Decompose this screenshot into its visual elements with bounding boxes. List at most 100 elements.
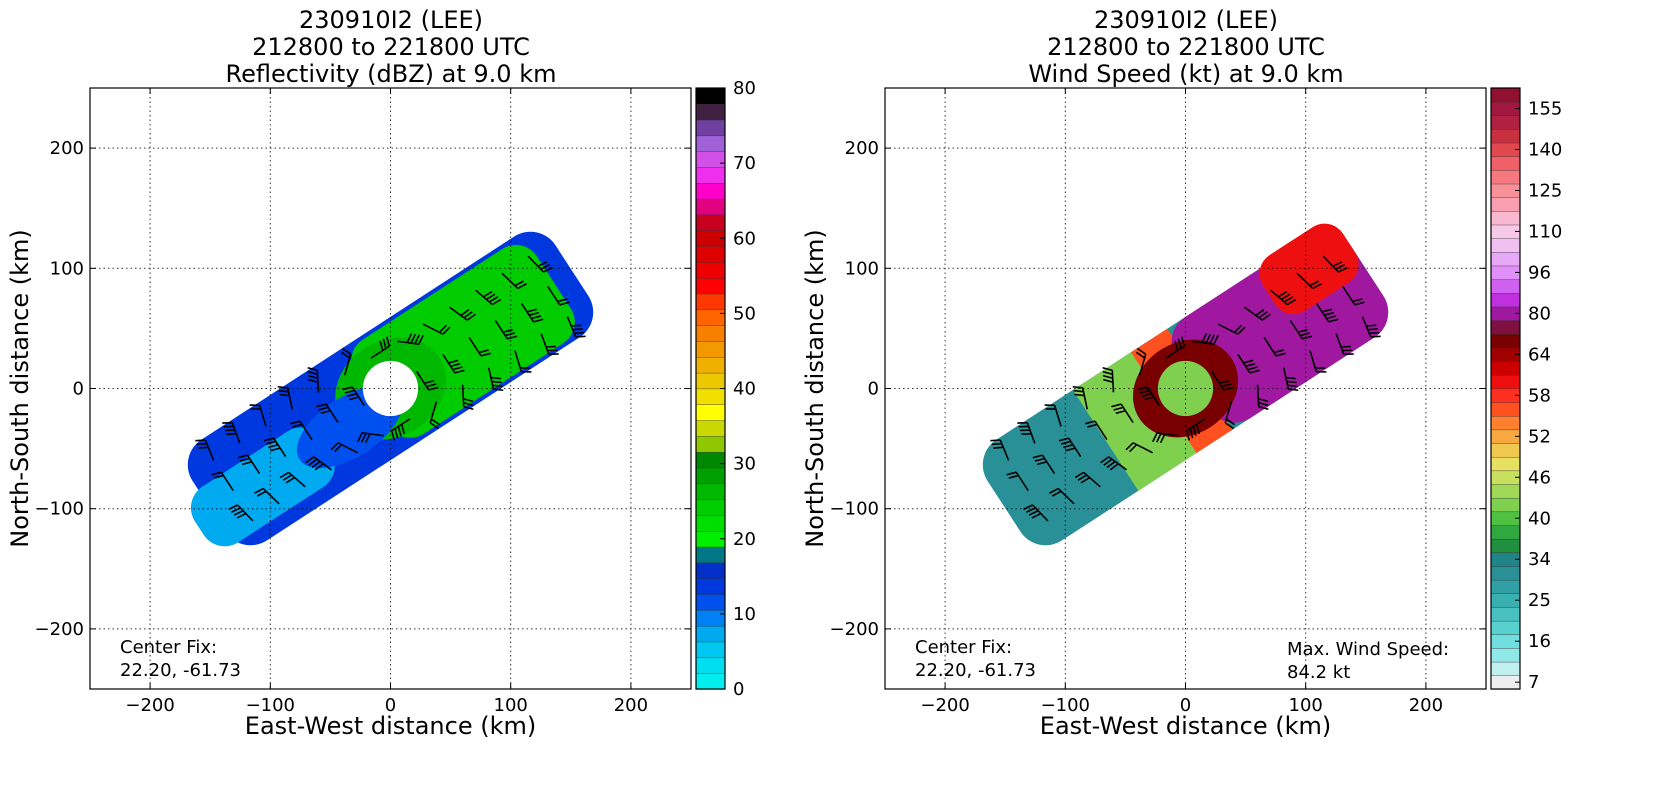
wind-barb-feather	[1074, 471, 1085, 479]
wind-barb-feather	[1051, 490, 1062, 497]
colorbar: 0 10 20 30 40 50 60 70 80	[695, 78, 756, 700]
colorbar-bin	[1490, 538, 1521, 554]
wind-barb-feather	[1324, 311, 1335, 316]
chart-title-line: 212800 to 221800 UTC	[252, 33, 530, 61]
wind-barb-feather	[1074, 393, 1085, 397]
colorbar-bin	[695, 166, 726, 184]
colorbar-tick-label: 46	[1528, 467, 1551, 488]
wind-barb-feather	[1287, 384, 1298, 388]
chart-title-line: Reflectivity (dBZ) at 9.0 km	[226, 60, 557, 88]
wind-barb-feather	[526, 308, 537, 313]
wind-barb-feather	[1065, 447, 1076, 452]
wind-barb-feather	[574, 331, 585, 335]
wind-barb-feather	[1152, 432, 1158, 443]
wind-barb-feather	[410, 333, 417, 344]
wind-barb-feather	[1106, 460, 1116, 469]
colorbar-bin	[695, 609, 726, 627]
wind-barb-feather	[1283, 296, 1294, 303]
wind-band-ne	[1259, 223, 1359, 315]
wind-barb-feather	[1326, 315, 1337, 320]
wind-barb-feather	[537, 261, 548, 267]
colorbar-bin	[695, 103, 726, 121]
wind-barb-feather	[263, 437, 274, 442]
y-tick-label: 200	[50, 138, 84, 159]
wind-barb-feather	[382, 338, 387, 349]
wind-barb-feather	[236, 512, 247, 519]
wind-barb-feather	[463, 405, 474, 411]
y-axis-label: North-South distance (km)	[6, 229, 34, 548]
ticks	[885, 88, 1486, 689]
wind-barb-feather	[1049, 487, 1059, 494]
wind-barb-feather	[211, 471, 222, 476]
colorbar-bin	[695, 372, 726, 390]
colorbar-tick-label: 16	[1528, 631, 1551, 652]
x-tick-label: 0	[1180, 695, 1191, 716]
wind-barb-feather	[1255, 308, 1265, 317]
wind-barb-feather	[406, 333, 413, 343]
colorbar-bin	[1490, 251, 1521, 267]
x-tick-label: 200	[1409, 695, 1443, 716]
wind-barb-feather	[1225, 418, 1236, 426]
wind-barb-feather	[307, 366, 318, 372]
colorbar-bin	[695, 499, 726, 516]
colorbar-bin	[695, 546, 726, 564]
wind-barb-feather	[1258, 397, 1269, 403]
colorbar-bin	[1490, 210, 1521, 226]
wind-barb-feather	[1247, 366, 1258, 371]
wind-barb-feather	[478, 349, 489, 354]
wind-barb-feather	[491, 298, 502, 306]
wind-barb-feather	[1139, 389, 1150, 394]
wind-barb-feather	[1221, 383, 1232, 388]
wind-barb-feather	[390, 430, 396, 441]
wind-barb-feather	[463, 401, 474, 407]
wind-barb-feather	[1177, 338, 1182, 349]
wind-barb-feather	[1275, 352, 1286, 357]
wind-barb-feather	[502, 328, 513, 333]
x-tick-label: 0	[385, 695, 396, 716]
wind-barb-feather	[492, 384, 503, 388]
wind-barb-feather	[1174, 340, 1179, 351]
wind-barb-feather	[1113, 406, 1124, 411]
wind-barb-feather	[1209, 334, 1216, 345]
wind-barb-feather	[268, 444, 279, 449]
colorbar-tick-label: 20	[733, 529, 756, 550]
colorbar-tick-label: 58	[1528, 385, 1551, 406]
wind-barb-feather	[991, 442, 1002, 446]
wind-barb-feather	[379, 340, 384, 351]
wind-barb-feather	[1028, 510, 1039, 516]
wind-barb-feather	[1237, 326, 1246, 335]
wind-barb-feather	[1080, 476, 1091, 484]
x-tick-label: −200	[920, 695, 969, 716]
wind-barb-feather	[426, 383, 437, 388]
colorbar-tick-label: 96	[1528, 262, 1551, 283]
wind-barb-feather	[1087, 423, 1098, 428]
colorbar-bin	[1490, 169, 1521, 185]
wind-barb-feather	[1367, 328, 1378, 331]
wind-barb-feather	[572, 328, 583, 331]
wind-barb-feather	[334, 444, 343, 453]
wind-barb-feather	[424, 379, 435, 385]
wind-barb-feather	[1309, 280, 1320, 287]
colorbar-tick-label: 80	[1528, 303, 1551, 324]
colorbar-bin	[1490, 497, 1521, 513]
colorbar-bin	[1490, 197, 1521, 212]
y-tick-label: 0	[868, 379, 879, 400]
wind-barb-feather	[504, 332, 516, 337]
wind-barb-feather	[320, 409, 331, 415]
colorbar-tick-label: 25	[1528, 590, 1551, 611]
colorbar-tick-label: 80	[733, 78, 756, 99]
colorbar-bin	[695, 593, 726, 611]
colorbar-bin	[695, 261, 726, 279]
colorbar-tick-label: 40	[1528, 508, 1551, 529]
wind-barb-feather	[488, 296, 499, 303]
grid	[90, 88, 691, 689]
wind-barb-feather	[1032, 454, 1043, 459]
wind-barb-feather	[237, 454, 248, 459]
x-tick-label: 100	[1289, 695, 1323, 716]
wind-barb-feather	[491, 380, 502, 384]
colorbar-bin	[1490, 565, 1521, 581]
wind-barb-feather	[1288, 388, 1299, 392]
wind-barb-feather	[1366, 324, 1377, 327]
wind-barb-feather	[452, 366, 463, 371]
